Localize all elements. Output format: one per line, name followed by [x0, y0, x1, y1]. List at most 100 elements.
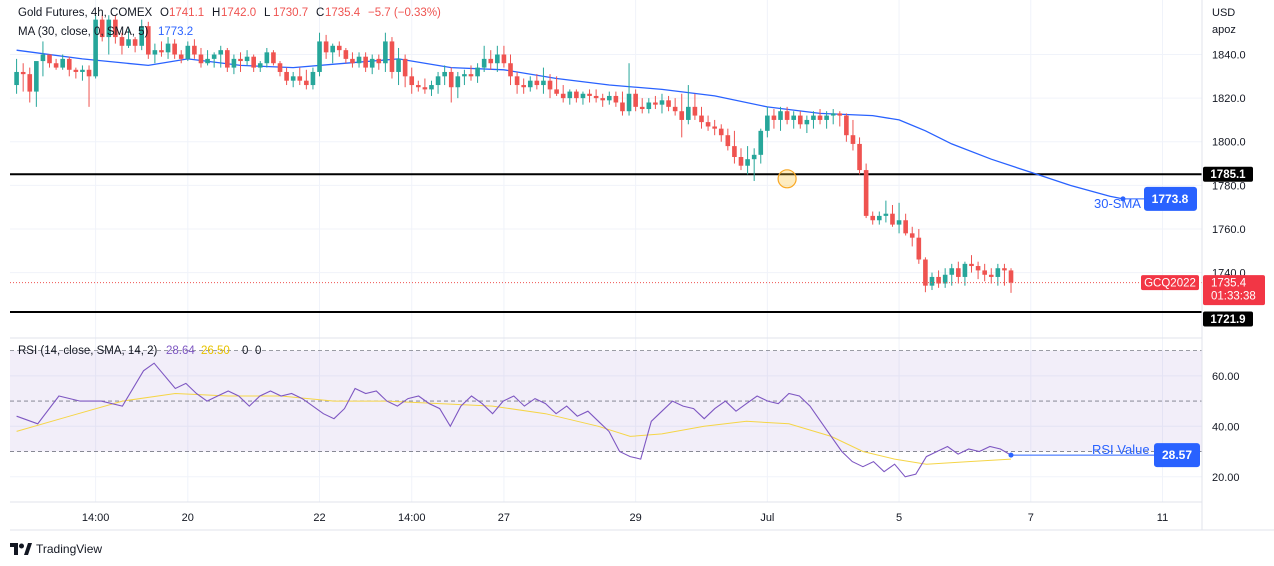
candle-body [896, 220, 902, 225]
candle [804, 115, 810, 134]
candle [541, 67, 546, 94]
brand-name: TradingView [36, 542, 103, 556]
candle-body [356, 56, 362, 64]
candle [936, 270, 941, 288]
candle [192, 39, 197, 59]
candle-body [350, 58, 355, 64]
candle [488, 50, 494, 70]
candle [824, 111, 829, 129]
candle [653, 95, 658, 110]
candle [350, 52, 355, 68]
candle [409, 67, 415, 94]
price-tick-label: 1760.0 [1212, 224, 1246, 236]
candle-body [686, 106, 691, 120]
candle [554, 76, 559, 96]
candle-body [422, 87, 428, 90]
time-tick-label: 22 [313, 512, 325, 524]
grid-layer [10, 0, 1202, 502]
candle [113, 15, 118, 44]
candle [284, 67, 289, 86]
ma-line [16, 49, 1124, 200]
candle [323, 34, 329, 59]
candle [870, 211, 876, 225]
candle-body [791, 115, 796, 120]
ohlc-value: 1741.1 [169, 7, 204, 19]
candle [1008, 268, 1014, 293]
symbol-tag: GCQ2022 [1144, 278, 1196, 290]
candle [34, 61, 39, 107]
candle [567, 89, 573, 105]
candle-body [86, 69, 92, 77]
candle-body [560, 93, 566, 99]
candle-body [60, 58, 65, 68]
candle-body [475, 67, 480, 77]
candle-body [501, 54, 507, 64]
candle-body [606, 95, 612, 101]
level-lines [10, 173, 1202, 314]
candle-body [448, 71, 454, 88]
candle-body [330, 45, 336, 53]
candle [975, 261, 981, 280]
candle [277, 61, 283, 77]
time-tick-label: 14:00 [398, 512, 426, 524]
candle [844, 113, 849, 142]
price-tick-label: 1800.0 [1212, 137, 1246, 149]
candle [962, 261, 968, 286]
time-tick-label: 11 [1157, 512, 1168, 524]
candle-body [172, 43, 177, 55]
candle-body [192, 45, 197, 55]
candle [336, 41, 342, 57]
support-touch-marker [777, 169, 797, 189]
candle [600, 93, 606, 107]
candle-body [547, 80, 553, 90]
candle [60, 54, 65, 70]
footer-branding[interactable]: TradingView [10, 540, 102, 558]
candle-body [369, 58, 375, 68]
candle-body [435, 76, 441, 86]
candle [389, 37, 395, 79]
candle [119, 32, 125, 55]
candle-body [481, 58, 487, 68]
currency-label: USD [1212, 7, 1235, 19]
candle-body [975, 266, 981, 271]
candle [830, 109, 836, 125]
candle-body [863, 170, 869, 216]
candle [850, 119, 856, 151]
candle-body [679, 111, 685, 120]
candle [165, 37, 171, 59]
candle [646, 98, 652, 114]
candle [145, 21, 151, 59]
candle [225, 47, 230, 72]
candle [468, 65, 474, 81]
candle-body [699, 115, 704, 123]
last-price-label: 1735.4 [1211, 278, 1247, 290]
candle [178, 50, 184, 64]
candle [797, 111, 803, 129]
candle-body [14, 71, 19, 86]
candle-body [778, 111, 783, 120]
candle [126, 28, 131, 48]
candle [857, 137, 862, 175]
candle-body [732, 146, 737, 158]
rsi-legend-value: 28.64 [166, 345, 195, 357]
candle [14, 58, 19, 94]
candle [679, 93, 685, 138]
ohlc-value: 1735.4 [325, 7, 361, 19]
candle-body [488, 58, 494, 64]
candle [692, 93, 698, 120]
level-high-label: 1785.1 [1210, 169, 1246, 181]
time-tick-label: 14:00 [82, 512, 110, 524]
candle-body [692, 106, 698, 116]
candle [455, 71, 461, 99]
candle [784, 106, 790, 125]
candle [396, 47, 401, 86]
candle [909, 226, 915, 247]
candle [416, 80, 421, 92]
candle [942, 268, 948, 288]
sma-value-box-text: 1773.8 [1152, 192, 1189, 206]
candle [876, 211, 882, 225]
candle-body [982, 270, 987, 275]
candle [462, 69, 467, 86]
candle-body [402, 58, 408, 77]
candle [547, 74, 553, 99]
